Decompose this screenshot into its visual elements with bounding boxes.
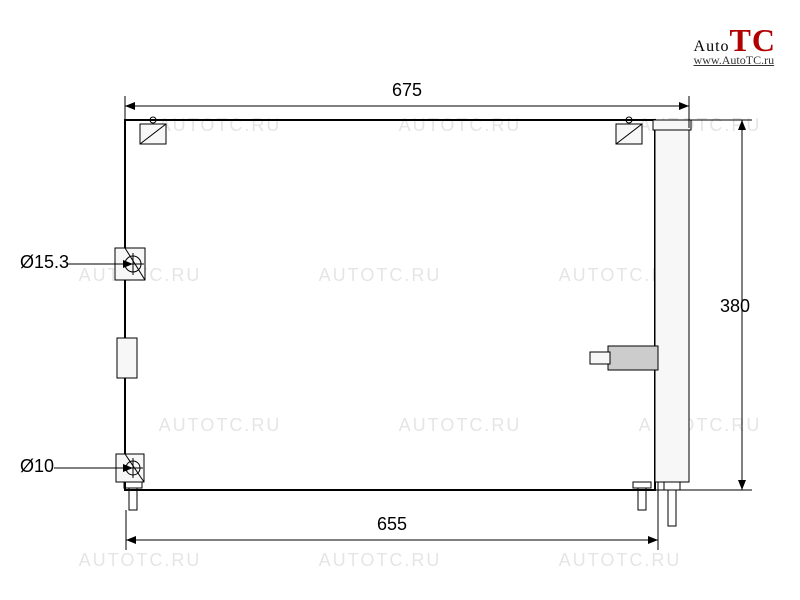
dimension-top-value: 675: [392, 80, 422, 101]
port-lower-diameter: Ø10: [20, 456, 54, 477]
condenser-body: [125, 120, 655, 490]
bracket-top-right: [616, 117, 642, 144]
bracket-mid-left: [117, 338, 137, 378]
technical-drawing: [20, 20, 780, 580]
dimension-bottom-value: 655: [377, 514, 407, 535]
dimension-right-value: 380: [720, 296, 750, 317]
leader-upper-port: [68, 260, 133, 268]
bracket-top-left: [140, 117, 166, 144]
port-lower: [116, 454, 144, 510]
dryer-cylinder: [590, 120, 691, 526]
port-upper-diameter: Ø15.3: [20, 252, 69, 273]
drawing-canvas: AUTOTC.RU AUTOTC.RU AUTOTC.RU AUTOTC.RU …: [20, 20, 780, 580]
